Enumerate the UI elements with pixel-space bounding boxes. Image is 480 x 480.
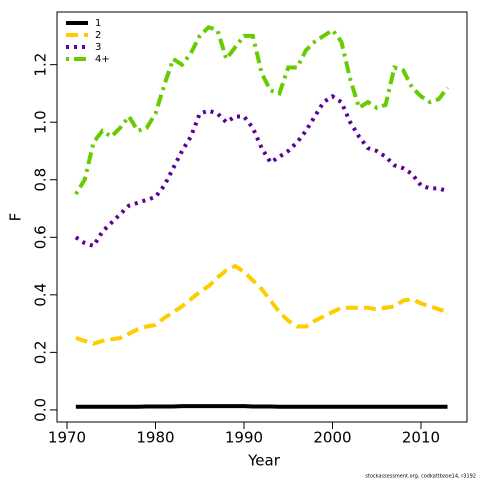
x-tick-label: 2010 [402,429,440,447]
y-tick-label: 0.6 [32,225,50,249]
y-tick-label: 0.2 [32,340,50,364]
x-tick-label: 1990 [225,429,263,447]
legend-label: 2 [95,30,101,41]
y-axis-title: F [7,213,25,222]
legend-label: 3 [95,42,101,53]
series-line [75,263,449,346]
legend-label: 1 [95,18,101,29]
x-tick-label: 1980 [136,429,174,447]
y-tick-label: 1.2 [32,53,50,77]
y-tick-label: 0.0 [32,398,50,422]
y-tick-label: 1.0 [32,110,50,134]
x-tick-label: 1970 [48,429,86,447]
series-line [74,24,450,196]
x-axis-title: Year [247,452,281,470]
legend-label: 4+ [95,54,110,65]
footnote: stockassessment.org, codkattbase14, r319… [365,474,476,480]
y-tick-label: 0.8 [32,168,50,192]
y-tick-label: 0.4 [32,283,50,307]
plot-frame [56,11,468,423]
series-line [75,404,448,409]
x-tick-label: 2000 [313,429,351,447]
